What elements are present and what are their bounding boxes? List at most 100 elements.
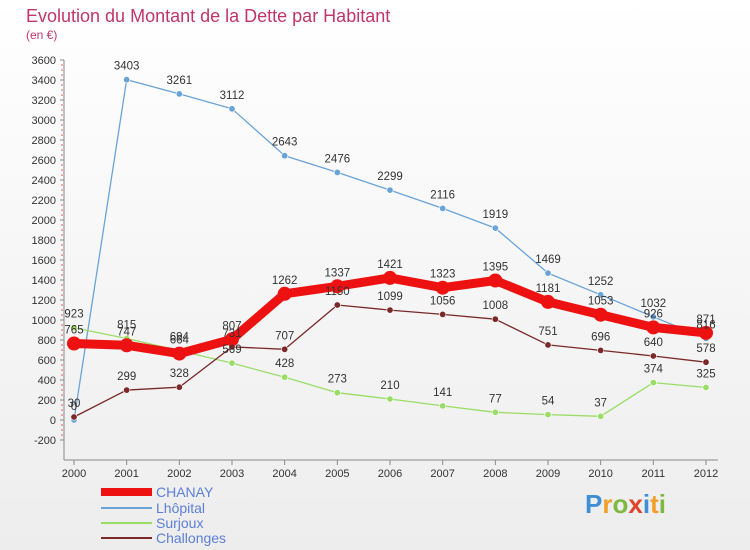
- y-minor-dot: [61, 334, 63, 336]
- y-minor-dot: [61, 369, 63, 371]
- data-label-challonges: 731: [222, 328, 241, 340]
- y-tick-label: 1400: [32, 275, 56, 287]
- data-label-surjoux: 815: [117, 320, 136, 332]
- data-point-surjoux: [386, 395, 394, 403]
- data-label-lhôpital: 2116: [430, 189, 455, 201]
- y-tick-label: 1600: [32, 255, 56, 267]
- data-label-surjoux: 923: [64, 309, 83, 321]
- y-minor-dot: [61, 94, 63, 96]
- data-label-lhôpital: 2299: [377, 171, 403, 183]
- y-minor-dot: [61, 304, 63, 306]
- data-label-surjoux: 374: [644, 364, 664, 376]
- y-minor-dot: [61, 249, 63, 251]
- data-point-challonges: [175, 383, 183, 391]
- y-minor-dot: [61, 429, 63, 431]
- data-point-challonges: [702, 358, 710, 366]
- data-label-challonges: 640: [644, 337, 663, 349]
- y-minor-dot: [61, 194, 63, 196]
- data-label-challonges: 707: [275, 330, 294, 342]
- data-point-lhôpital: [281, 152, 289, 160]
- data-label-surjoux: 37: [594, 397, 607, 409]
- y-minor-dot: [61, 209, 63, 211]
- y-minor-dot: [61, 84, 63, 86]
- legend-label-chanay: CHANAY: [156, 484, 214, 500]
- data-point-challonges: [281, 345, 289, 353]
- y-tick-label: 800: [38, 335, 56, 347]
- data-point-surjoux: [228, 359, 236, 367]
- y-minor-dot: [61, 229, 63, 231]
- data-point-surjoux: [439, 402, 447, 410]
- data-point-chanay: [330, 279, 345, 294]
- y-minor-dot: [61, 329, 63, 331]
- data-label-surjoux: 273: [328, 374, 347, 386]
- y-minor-dot: [61, 324, 63, 326]
- data-point-challonges: [70, 413, 78, 421]
- y-minor-dot: [61, 184, 63, 186]
- y-minor-dot: [61, 214, 63, 216]
- y-minor-dot: [61, 174, 63, 176]
- data-label-surjoux: 77: [489, 393, 502, 405]
- proxiti-logo: Proxiti: [585, 489, 666, 519]
- data-point-challonges: [597, 346, 605, 354]
- x-tick-label: 2002: [167, 468, 191, 480]
- x-tick-label: 2012: [694, 468, 718, 480]
- data-point-challonges: [544, 341, 552, 349]
- y-minor-dot: [61, 344, 63, 346]
- data-point-chanay: [699, 325, 713, 340]
- x-tick-label: 2010: [588, 468, 612, 480]
- chart-subtitle: (en €): [26, 28, 58, 42]
- data-point-surjoux: [70, 324, 78, 332]
- data-label-lhôpital: 3261: [167, 75, 193, 87]
- x-tick-label: 2001: [114, 468, 138, 480]
- data-point-surjoux: [281, 373, 289, 381]
- data-point-challonges: [439, 310, 447, 318]
- data-label-challonges: 1150: [325, 286, 350, 298]
- y-minor-dot: [61, 64, 63, 66]
- data-point-lhôpital: [491, 224, 499, 232]
- data-point-surjoux: [544, 411, 552, 419]
- data-label-surjoux: 210: [380, 380, 399, 392]
- y-minor-dot: [61, 254, 63, 256]
- y-minor-dot: [61, 189, 63, 191]
- y-minor-dot: [61, 134, 63, 136]
- y-minor-dot: [61, 404, 63, 406]
- data-point-chanay: [488, 273, 503, 288]
- x-tick-label: 2006: [378, 468, 402, 480]
- data-label-surjoux: 569: [222, 344, 241, 356]
- y-minor-dot: [61, 294, 63, 296]
- x-tick-label: 2003: [220, 468, 244, 480]
- y-minor-dot: [61, 129, 63, 131]
- data-label-chanay: 1337: [325, 267, 351, 279]
- data-point-lhôpital: [386, 186, 394, 194]
- y-tick-label: 3600: [32, 55, 56, 67]
- y-minor-dot: [61, 269, 63, 271]
- data-point-lhôpital: [123, 76, 131, 84]
- x-tick-label: 2011: [642, 468, 666, 480]
- y-minor-dot: [61, 149, 63, 151]
- y-minor-dot: [61, 389, 63, 391]
- y-minor-dot: [61, 274, 63, 276]
- y-tick-label: 3400: [32, 75, 56, 87]
- y-minor-dot: [61, 244, 63, 246]
- data-point-chanay: [435, 280, 450, 295]
- y-tick-label: 400: [38, 375, 56, 387]
- data-point-lhôpital: [228, 105, 236, 113]
- y-tick-label: 1200: [32, 295, 56, 307]
- data-label-challonges: 30: [68, 398, 81, 410]
- data-label-challonges: 328: [170, 368, 189, 380]
- data-label-lhôpital: 1469: [535, 254, 561, 266]
- data-point-challonges: [386, 306, 394, 314]
- x-tick-label: 2009: [536, 468, 560, 480]
- data-label-surjoux: 54: [542, 396, 555, 408]
- y-tick-label: 0: [50, 415, 56, 427]
- y-minor-dot: [61, 204, 63, 206]
- data-point-challonges: [123, 386, 131, 394]
- data-label-chanay: 926: [644, 308, 663, 320]
- data-label-challonges: 696: [591, 331, 610, 343]
- data-point-lhôpital: [439, 204, 447, 212]
- data-point-chanay: [277, 286, 292, 301]
- y-tick-label: 1000: [32, 315, 56, 327]
- y-minor-dot: [61, 354, 63, 356]
- y-minor-dot: [61, 224, 63, 226]
